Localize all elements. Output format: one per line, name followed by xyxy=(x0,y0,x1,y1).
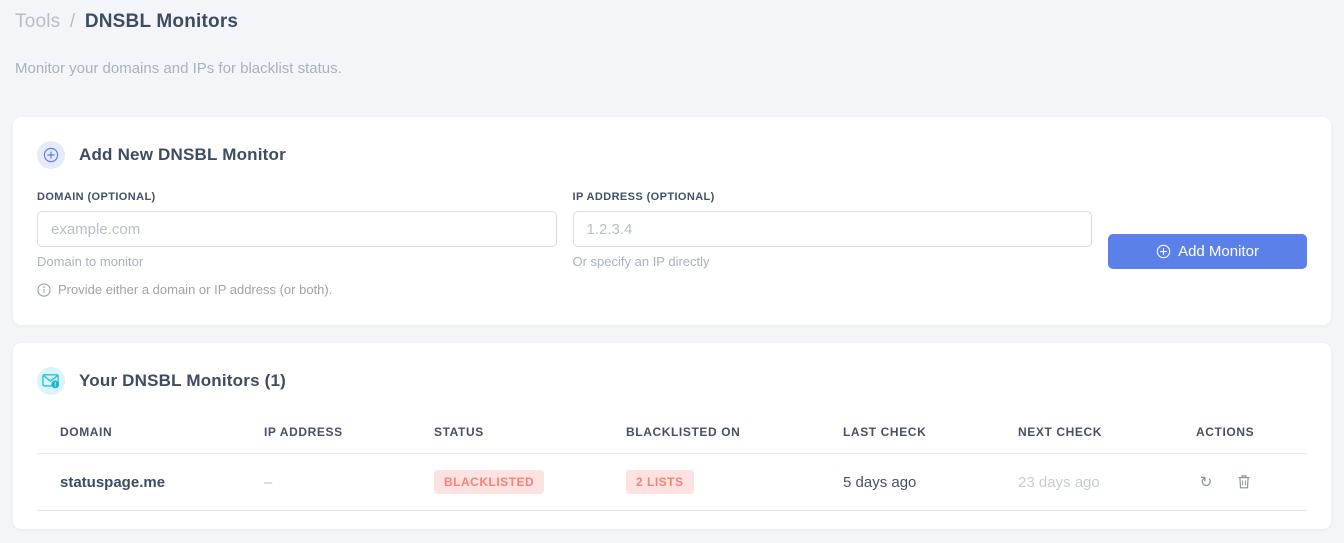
add-monitor-button[interactable]: Add Monitor xyxy=(1108,234,1307,269)
info-icon xyxy=(37,282,51,297)
monitor-status-cell: BLACKLISTED xyxy=(434,453,626,511)
status-badge: BLACKLISTED xyxy=(434,470,545,494)
column-header-last-check: LAST CHECK xyxy=(843,421,1018,454)
domain-input[interactable] xyxy=(37,211,557,247)
refresh-icon: ↻ xyxy=(1199,472,1213,491)
delete-button[interactable] xyxy=(1234,472,1254,492)
add-monitor-card-title: Add New DNSBL Monitor xyxy=(79,145,286,164)
breadcrumb-section-tools[interactable]: Tools xyxy=(15,11,61,32)
form-note: Provide either a domain or IP address (o… xyxy=(37,282,1307,297)
table-row: statuspage.me – BLACKLISTED 2 LISTS 5 da… xyxy=(37,453,1307,511)
breadcrumb: Tools / DNSBL Monitors xyxy=(13,0,1331,33)
add-monitor-form: DOMAIN (OPTIONAL) Domain to monitor IP A… xyxy=(37,191,1307,269)
table-header-row: DOMAIN IP ADDRESS STATUS BLACKLISTED ON … xyxy=(37,421,1307,454)
ip-field-group: IP ADDRESS (OPTIONAL) Or specify an IP d… xyxy=(572,191,1092,269)
column-header-status: STATUS xyxy=(434,421,626,454)
domain-field-label: DOMAIN (OPTIONAL) xyxy=(37,191,156,203)
blacklisted-on-badge[interactable]: 2 LISTS xyxy=(626,470,694,494)
monitor-blacklisted-on-cell: 2 LISTS xyxy=(626,453,843,511)
column-header-next-check: NEXT CHECK xyxy=(1018,421,1196,454)
column-header-ip: IP ADDRESS xyxy=(264,421,434,454)
page-subtitle: Monitor your domains and IPs for blackli… xyxy=(15,60,342,77)
trash-icon xyxy=(1237,474,1251,490)
monitor-last-check: 5 days ago xyxy=(843,453,1018,511)
page-title: DNSBL Monitors xyxy=(84,11,239,32)
breadcrumb-separator: / xyxy=(69,11,76,32)
form-note-text: Provide either a domain or IP address (o… xyxy=(58,282,333,297)
plus-circle-icon xyxy=(37,141,65,169)
monitors-card: Your DNSBL Monitors (1) DOMAIN IP ADDRES… xyxy=(13,343,1331,529)
plus-circle-icon xyxy=(1156,244,1171,259)
add-monitor-card-header: Add New DNSBL Monitor xyxy=(37,141,1307,169)
mail-alert-icon xyxy=(37,367,65,395)
monitor-actions-cell: ↻ xyxy=(1196,453,1307,511)
domain-field-group: DOMAIN (OPTIONAL) Domain to monitor xyxy=(37,191,557,269)
column-header-actions: ACTIONS xyxy=(1196,421,1307,454)
monitors-card-title: Your DNSBL Monitors (1) xyxy=(79,371,287,390)
ip-field-helper: Or specify an IP directly xyxy=(572,254,710,269)
monitors-table: DOMAIN IP ADDRESS STATUS BLACKLISTED ON … xyxy=(37,421,1307,511)
monitor-next-check: 23 days ago xyxy=(1018,453,1196,511)
add-monitor-button-label: Add Monitor xyxy=(1178,243,1259,260)
domain-field-helper: Domain to monitor xyxy=(37,254,144,269)
column-header-blacklisted-on: BLACKLISTED ON xyxy=(626,421,843,454)
monitors-card-header: Your DNSBL Monitors (1) xyxy=(37,367,1307,395)
refresh-button[interactable]: ↻ xyxy=(1196,472,1216,492)
ip-field-label: IP ADDRESS (OPTIONAL) xyxy=(572,191,715,203)
page-root: Tools / DNSBL Monitors Monitor your doma… xyxy=(13,0,1331,529)
column-header-domain: DOMAIN xyxy=(37,421,264,454)
monitor-ip: – xyxy=(264,453,434,511)
add-monitor-card: Add New DNSBL Monitor DOMAIN (OPTIONAL) … xyxy=(13,117,1331,325)
monitor-domain: statuspage.me xyxy=(37,453,264,511)
ip-input[interactable] xyxy=(572,211,1092,247)
